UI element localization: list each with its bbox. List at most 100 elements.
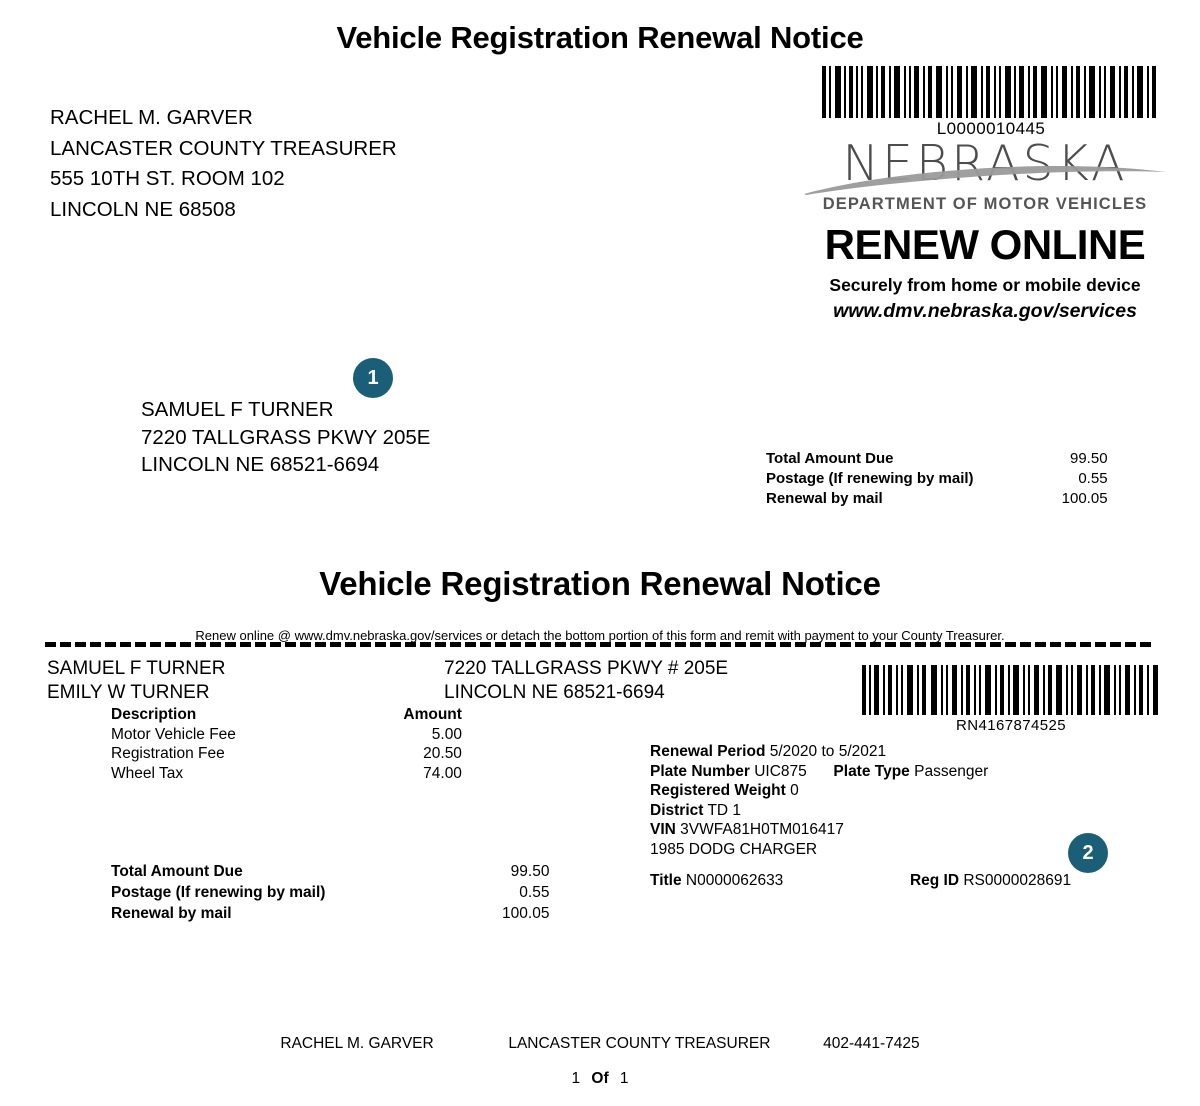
stub-owner-name-2: EMILY W TURNER [47, 682, 210, 703]
stub-address-line-2: LINCOLN NE 68521-6694 [444, 682, 665, 703]
fee-amount: 20.50 [423, 745, 462, 762]
table-row: Motor Vehicle Fee 5.00 [111, 725, 462, 745]
fees-table: Description Amount Motor Vehicle Fee 5.0… [111, 705, 462, 783]
treasurer-address-block: RACHEL M. GARVER LANCASTER COUNTY TREASU… [50, 103, 397, 225]
owner-street: 7220 TALLGRASS PKWY 205E [141, 425, 431, 449]
fee-description: Motor Vehicle Fee [111, 725, 236, 743]
renew-online-url[interactable]: www.dmv.nebraska.gov/services [833, 300, 1137, 322]
owner-mailing-address: SAMUEL F TURNER 7220 TALLGRASS PKWY 205E… [141, 396, 430, 479]
vin-row: VIN 3VWFA81H0TM016417 [650, 820, 988, 840]
nebraska-wordmark: NEBRASKA [800, 135, 1170, 195]
fees-header-amount: Amount [403, 706, 462, 723]
vin-label: VIN [650, 821, 676, 838]
page-title-bottom: Vehicle Registration Renewal Notice [319, 565, 881, 602]
renew-online-headline: RENEW ONLINE [824, 221, 1146, 268]
footer-treasurer-name: RACHEL M. GARVER [280, 1035, 434, 1052]
reg-id-label: Reg ID [909, 872, 960, 889]
totals-row: Renewal by mail 100.05 [111, 903, 549, 924]
registered-weight-value: 0 [790, 782, 799, 799]
renewal-period-row: Renewal Period 5/2020 to 5/2021 [650, 742, 988, 762]
nebraska-dmv-logo-block: NEBRASKA DEPARTMENT OF MOTOR VEHICLES RE… [800, 138, 1170, 323]
stub-owner-address: 7220 TALLGRASS PKWY # 205E LINCOLN NE 68… [444, 657, 728, 705]
vehicle-description: 1985 DODG CHARGER [650, 840, 818, 858]
totals-row: Postage (If renewing by mail) 0.55 [111, 882, 549, 903]
title-value: N0000062633 [685, 872, 784, 889]
footer-treasurer-line: RACHEL M. GARVER LANCASTER COUNTY TREASU… [0, 1035, 1200, 1053]
postage-value: 0.55 [1078, 470, 1108, 487]
registered-weight-row: Registered Weight 0 [650, 781, 988, 801]
stub-address-line-1: 7220 TALLGRASS PKWY # 205E [444, 658, 729, 679]
treasurer-city-state-zip: LINCOLN NE 68508 [50, 197, 236, 221]
district-row: District TD 1 [650, 801, 988, 821]
renewal-by-mail-value: 100.05 [502, 905, 550, 922]
plate-number-value: UIC875 [754, 762, 807, 780]
renewal-period-value: 5/2020 to 5/2021 [769, 743, 887, 760]
district-label: District [650, 801, 704, 819]
annotation-badge-2[interactable]: 2 [1068, 833, 1108, 873]
page-of-label: Of [591, 1070, 609, 1087]
barcode-icon [862, 665, 1158, 715]
vin-value: 3VWFA81H0TM016417 [680, 821, 844, 838]
fees-table-header: Description Amount [111, 705, 462, 725]
title-label: Title [650, 872, 682, 889]
title-and-regid-row: Title N0000062633 Reg ID RS0000028691 [650, 871, 1071, 891]
page-number: 1 Of 1 [0, 1070, 1200, 1088]
table-row: Wheel Tax 74.00 [111, 764, 462, 784]
total-amount-due-label: Total Amount Due [111, 863, 243, 880]
owner-city-state-zip: LINCOLN NE 68521-6694 [141, 453, 380, 476]
plate-type-value: Passenger [914, 762, 989, 780]
owner-name: SAMUEL F TURNER [141, 398, 334, 421]
totals-row: Renewal by mail 100.05 [766, 489, 1108, 509]
totals-summary-bottom: Total Amount Due 99.50 Postage (If renew… [111, 861, 549, 924]
totals-row: Postage (If renewing by mail) 0.55 [766, 469, 1108, 489]
nebraska-wordmark-text: NEBRASKA [842, 135, 1128, 192]
stub-owner-name-1: SAMUEL F TURNER [47, 658, 226, 679]
top-barcode-number: L0000010445 [936, 119, 1046, 138]
detach-instructions: Renew online @ www.dmv.nebraska.gov/serv… [195, 628, 1005, 643]
plate-type-label: Plate Type [833, 762, 910, 780]
plate-number-label: Plate Number [650, 762, 750, 780]
treasurer-name: RACHEL M. GARVER [50, 106, 253, 129]
postage-label: Postage (If renewing by mail) [766, 470, 974, 487]
totals-row: Total Amount Due 99.50 [766, 449, 1108, 469]
treasurer-office: LANCASTER COUNTY TREASURER [50, 136, 397, 160]
fees-header-description: Description [111, 706, 197, 723]
registration-details-block: Renewal Period 5/2020 to 5/2021 Plate Nu… [650, 742, 988, 859]
stub-barcode-number: RN4167874525 [956, 717, 1066, 734]
detach-dashed-divider [45, 642, 1155, 647]
stub-barcode-block: RN4167874525 [862, 665, 1160, 734]
fee-amount: 5.00 [431, 725, 462, 743]
total-amount-due-value: 99.50 [1070, 450, 1108, 467]
renewal-by-mail-label: Renewal by mail [111, 905, 232, 922]
stub-owner-names: SAMUEL F TURNER EMILY W TURNER [47, 657, 225, 705]
table-row: Registration Fee 20.50 [111, 744, 462, 764]
postage-value: 0.55 [519, 884, 550, 901]
postage-label: Postage (If renewing by mail) [111, 884, 326, 901]
treasurer-street: 555 10TH ST. ROOM 102 [50, 167, 285, 190]
total-amount-due-value: 99.50 [510, 863, 550, 880]
reg-id-value: RS0000028691 [963, 872, 1072, 889]
vehicle-description-row: 1985 DODG CHARGER [650, 840, 988, 860]
dmv-subtitle: DEPARTMENT OF MOTOR VEHICLES [822, 195, 1148, 213]
plate-row: Plate Number UIC875 Plate Type Passenger [650, 762, 988, 782]
district-value: TD 1 [707, 801, 742, 819]
total-amount-due-label: Total Amount Due [766, 450, 894, 467]
top-barcode-block: L0000010445 [822, 66, 1160, 139]
totals-summary-top: Total Amount Due 99.50 Postage (If renew… [766, 449, 1108, 509]
totals-row: Total Amount Due 99.50 [111, 861, 549, 882]
renew-online-subhead: Securely from home or mobile device [829, 275, 1141, 295]
fee-amount: 74.00 [423, 764, 462, 782]
fee-description: Registration Fee [111, 745, 225, 762]
page-current: 1 [571, 1070, 581, 1087]
page-title-top: Vehicle Registration Renewal Notice [336, 20, 864, 55]
renewal-by-mail-label: Renewal by mail [766, 490, 883, 507]
barcode-icon [822, 66, 1156, 118]
page-total: 1 [619, 1070, 629, 1087]
fee-description: Wheel Tax [111, 764, 184, 782]
footer-phone: 402-441-7425 [823, 1035, 920, 1052]
annotation-badge-1[interactable]: 1 [353, 358, 393, 398]
renewal-by-mail-value: 100.05 [1061, 490, 1108, 507]
registered-weight-label: Registered Weight [650, 782, 786, 799]
footer-treasurer-office: LANCASTER COUNTY TREASURER [508, 1035, 771, 1052]
